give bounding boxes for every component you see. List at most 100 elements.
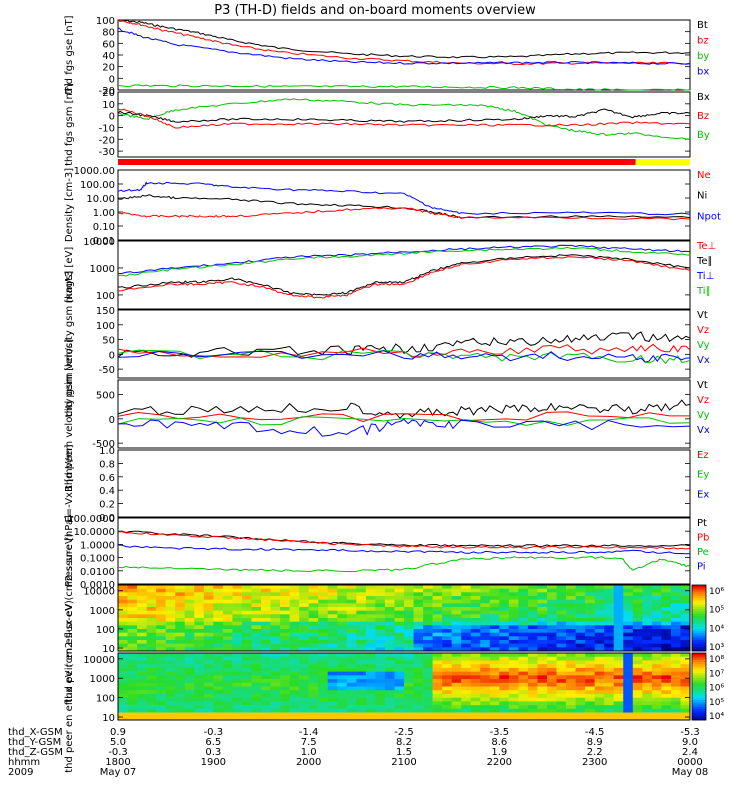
heatmap-cell <box>270 625 281 630</box>
heatmap-cell <box>365 607 376 611</box>
y-tick-label: 0 <box>109 415 115 426</box>
heatmap-cell <box>327 640 338 644</box>
heatmap-cell <box>413 660 424 665</box>
heatmap-cell <box>537 640 548 644</box>
heatmap-cell <box>146 690 157 695</box>
heatmap-cell <box>356 643 367 648</box>
heatmap-cell <box>604 667 615 672</box>
heatmap-cell <box>470 647 481 652</box>
heatmap-cell <box>213 675 224 680</box>
heatmap-cell <box>404 664 414 669</box>
heatmap-cell <box>547 653 557 658</box>
heatmap-cell <box>556 625 567 630</box>
heatmap-cell <box>651 708 662 713</box>
heatmap-cell <box>127 636 138 641</box>
heatmap-cell <box>327 625 338 630</box>
heatmap-cell <box>118 618 128 622</box>
heatmap-cell <box>413 667 424 672</box>
heatmap-cell <box>442 625 452 630</box>
colorbar-segment <box>692 695 706 698</box>
heatmap-cell <box>384 585 395 589</box>
y-tick-label: 10.0000 <box>74 527 115 538</box>
heatmap-cell <box>661 690 672 695</box>
heatmap-cell <box>499 705 510 710</box>
heatmap-cell <box>442 716 452 721</box>
heatmap-cell <box>213 632 224 637</box>
heatmap-cell <box>146 621 157 626</box>
heatmap-cell <box>547 697 557 702</box>
heatmap-cell <box>261 588 271 593</box>
heatmap-cell <box>156 671 166 676</box>
heatmap-cell <box>470 592 481 597</box>
heatmap-cell <box>442 585 452 589</box>
colorbar-segment <box>692 622 706 625</box>
heatmap-cell <box>432 653 443 658</box>
colorbar-segment <box>692 655 706 658</box>
heatmap-cell <box>547 705 557 710</box>
heatmap-cell <box>375 610 386 615</box>
heatmap-cell <box>651 701 662 706</box>
heatmap-cell <box>394 588 405 593</box>
heatmap-cell <box>508 708 519 713</box>
heatmap-cell <box>661 716 672 721</box>
heatmap-cell <box>470 588 481 593</box>
heatmap-cell <box>518 705 529 710</box>
heatmap-cell <box>394 664 405 669</box>
heatmap-cell <box>251 697 262 702</box>
heatmap-cell <box>670 610 681 615</box>
heatmap-cell <box>432 621 443 626</box>
heatmap-cell <box>365 667 376 672</box>
heatmap-cell <box>499 625 510 630</box>
heatmap-cell <box>680 675 691 680</box>
y-tick-label: 50 <box>102 336 115 347</box>
colorbar-segment <box>692 598 706 601</box>
heatmap-cell <box>270 693 281 698</box>
heatmap-cell <box>518 632 529 637</box>
heatmap-cell <box>461 618 472 622</box>
heatmap-cell <box>470 667 481 672</box>
heatmap-cell <box>308 656 319 661</box>
heatmap-cell <box>613 596 624 600</box>
heatmap-cell <box>670 679 681 684</box>
heatmap-cell <box>261 621 271 626</box>
heatmap-cell <box>394 701 405 706</box>
heatmap-cell <box>423 592 433 597</box>
heatmap-cell <box>270 712 281 717</box>
colorbar-segment <box>692 711 706 714</box>
heatmap-cell <box>394 621 405 626</box>
heatmap-cell <box>556 614 567 619</box>
heatmap-cell <box>547 629 557 633</box>
heatmap-cell <box>384 682 395 687</box>
heatmap-cell <box>480 640 491 644</box>
heatmap-cell <box>404 667 414 672</box>
heatmap-cell <box>394 592 405 597</box>
heatmap-cell <box>613 708 624 713</box>
heatmap-cell <box>661 667 672 672</box>
heatmap-cell <box>270 675 281 680</box>
heatmap-cell <box>451 690 462 695</box>
heatmap-cell <box>594 664 605 669</box>
heatmap-cell <box>251 596 262 600</box>
colorbar-segment <box>692 688 706 692</box>
heatmap-cell <box>461 614 472 619</box>
heatmap-cell <box>442 679 452 684</box>
heatmap-cell <box>489 701 500 706</box>
heatmap-cell <box>594 614 605 619</box>
heatmap-cell <box>375 660 386 665</box>
heatmap-cell <box>241 712 252 717</box>
heatmap-cell <box>642 656 653 661</box>
heatmap-cell <box>241 679 252 684</box>
x-row-name: thd_X-GSM <box>8 727 63 738</box>
y-tick-label: 0.1000 <box>80 554 115 565</box>
y-tick-label: 0.0 <box>99 513 115 524</box>
heatmap-cell <box>661 614 672 619</box>
heatmap-cell <box>327 667 338 672</box>
heatmap-cell <box>241 592 252 597</box>
heatmap-cell <box>566 716 576 721</box>
heatmap-cell <box>241 708 252 713</box>
colorbar-segment <box>692 686 706 690</box>
heatmap-cell <box>175 618 186 622</box>
panel-frame <box>117 240 691 310</box>
heatmap-cell <box>184 599 195 604</box>
